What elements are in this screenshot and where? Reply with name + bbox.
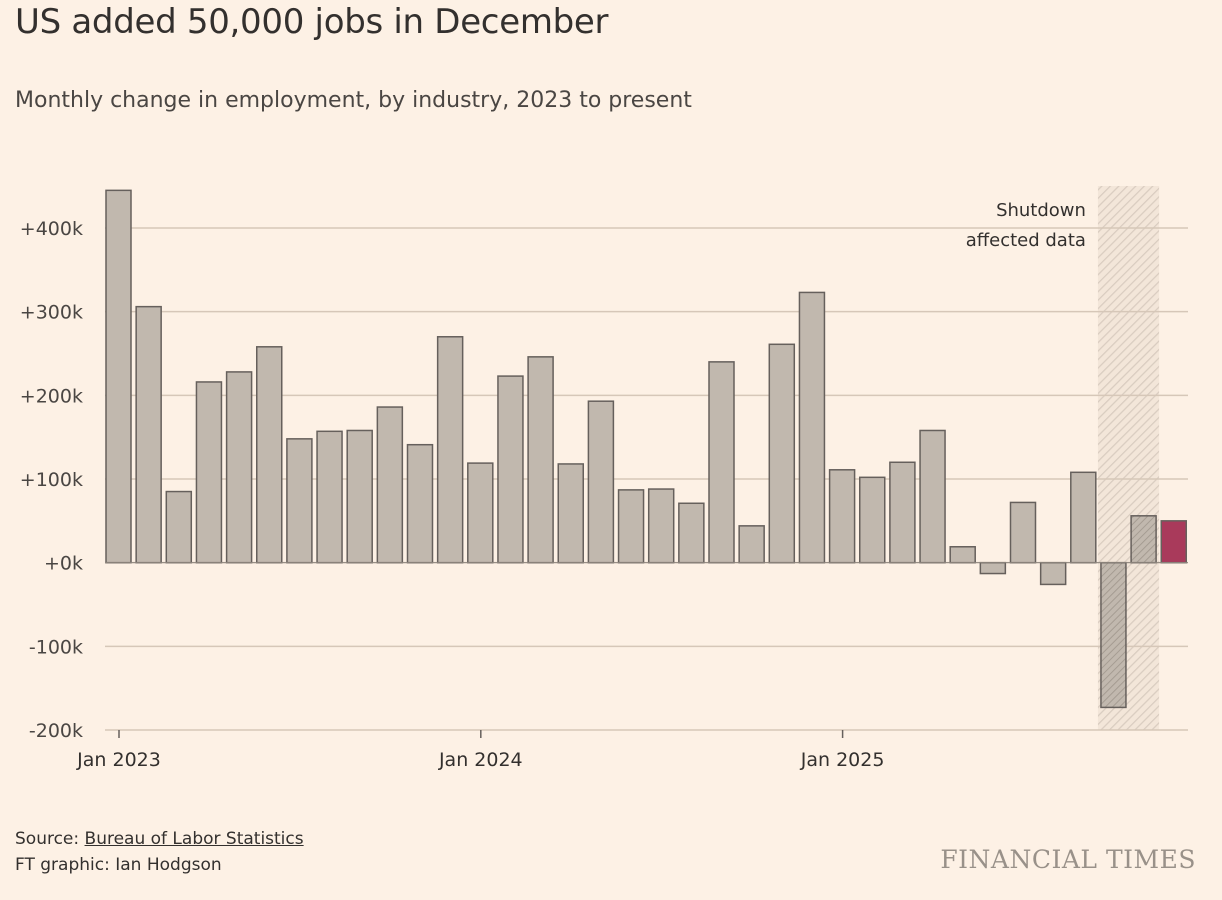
bar-nov-2025 xyxy=(1130,515,1157,564)
bar-mar-2025 xyxy=(889,461,916,564)
y-tick-label: -100k xyxy=(29,636,83,658)
source-prefix: Source: xyxy=(15,829,85,849)
bar-apr-2024 xyxy=(557,463,584,564)
bar-dec-2023 xyxy=(436,336,464,564)
ft-logo: FINANCIAL TIMES xyxy=(940,845,1196,874)
bar-may-2025 xyxy=(949,546,976,564)
bar-feb-2025 xyxy=(859,476,886,564)
bar-apr-2025 xyxy=(919,429,946,564)
bar-jun-2025 xyxy=(979,561,1007,575)
credit-line: FT graphic: Ian Hodgson xyxy=(15,855,222,875)
bar-sep-2025 xyxy=(1070,471,1097,564)
y-tick-label: +200k xyxy=(20,385,83,407)
bar-aug-2024 xyxy=(678,502,705,564)
x-tick-label: Jan 2025 xyxy=(800,749,885,771)
bar-sep-2024 xyxy=(708,361,735,564)
bar-jul-2023 xyxy=(286,438,313,564)
y-tick-label: +0k xyxy=(44,553,83,575)
bar-oct-2025 xyxy=(1100,561,1127,709)
source-line: Source: Bureau of Labor Statistics xyxy=(15,826,304,852)
bar-mar-2024 xyxy=(527,356,554,564)
bar-may-2023 xyxy=(225,371,253,564)
bar-oct-2024 xyxy=(738,525,765,564)
bar-chart: +400k +300k +200k +100k +0k -100k -200k Jan 202… xyxy=(20,186,1188,771)
bar-apr-2023 xyxy=(195,381,223,564)
x-tick-label: Jan 2024 xyxy=(438,749,523,771)
bar-feb-2023 xyxy=(135,305,162,564)
bar-aug-2023 xyxy=(316,430,343,564)
chart-subtitle: Monthly change in employment, by industr… xyxy=(15,88,692,113)
bar-jul-2025 xyxy=(1009,501,1037,564)
bar-feb-2024 xyxy=(497,375,524,564)
bar-dec-2025 xyxy=(1160,520,1187,564)
bar-aug-2025 xyxy=(1039,561,1067,586)
y-tick-label: +400k xyxy=(20,218,83,240)
bar-jan-2024 xyxy=(467,462,494,564)
bar-jun-2024 xyxy=(617,489,645,564)
bar-nov-2024 xyxy=(768,343,796,564)
bar-nov-2023 xyxy=(406,443,434,564)
bar-dec-2024 xyxy=(798,291,826,564)
chart-title: US added 50,000 jobs in December xyxy=(15,2,609,42)
y-tick-label: -200k xyxy=(29,720,83,742)
bar-may-2024 xyxy=(587,400,615,564)
bar-mar-2023 xyxy=(165,490,193,564)
footer: Source: Bureau of Labor Statistics FT gr… xyxy=(15,826,304,878)
shutdown-annotation-line: affected data xyxy=(966,230,1086,251)
bar-jul-2024 xyxy=(647,488,675,564)
y-tick-label: +100k xyxy=(20,469,83,491)
bar-sep-2023 xyxy=(346,429,373,564)
source-link[interactable]: Bureau of Labor Statistics xyxy=(84,829,304,849)
bar-jun-2023 xyxy=(256,346,283,564)
y-tick-label: +300k xyxy=(20,302,83,324)
bar-jan-2023 xyxy=(105,189,132,564)
bar-jan-2025 xyxy=(828,469,856,564)
bar-oct-2023 xyxy=(376,406,404,564)
x-tick-label: Jan 2023 xyxy=(76,749,161,771)
shutdown-annotation-line: Shutdown xyxy=(996,200,1086,221)
